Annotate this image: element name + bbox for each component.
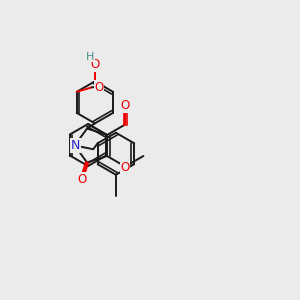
Text: O: O <box>121 161 130 174</box>
Text: O: O <box>121 99 130 112</box>
Text: H: H <box>86 52 95 61</box>
Text: O: O <box>94 81 104 94</box>
Text: O: O <box>77 173 86 186</box>
Text: N: N <box>71 139 80 152</box>
Text: O: O <box>90 58 100 71</box>
